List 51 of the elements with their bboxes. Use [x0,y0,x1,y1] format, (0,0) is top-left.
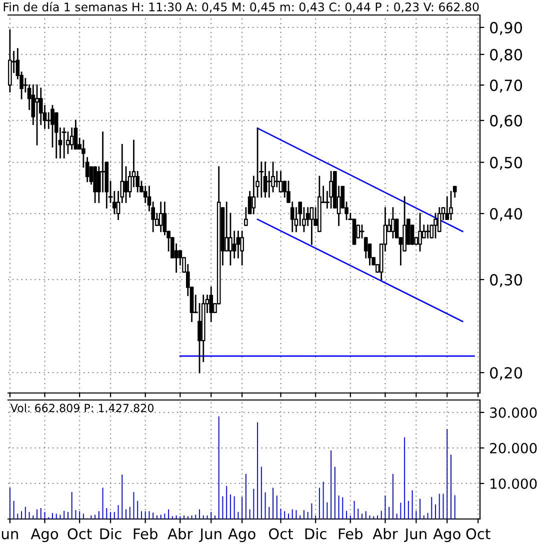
y-tick-label: 0,60 [490,114,522,128]
x-tick-label: Dic [100,528,122,540]
x-tick-label: Oct [268,528,294,540]
candlestick [266,170,272,198]
candlestick [310,207,314,245]
candlestick [329,170,333,209]
candlestick [228,212,232,266]
y-tick-label: 0,30 [490,274,522,288]
candlestick [224,202,228,252]
candlestick [66,132,70,154]
candlestick [418,212,422,252]
x-tick-label: Feb [338,528,363,540]
x-tick-label: Ago [30,528,58,542]
candlestick [198,303,202,374]
candlestick [35,84,39,146]
candlestick [70,128,74,150]
x-tick-label: Abr [372,528,398,540]
x-tick-label: Oct [68,528,92,540]
y-tick-label: 30.000 [490,407,537,418]
x-tick-label: Jun [404,528,426,542]
candlestick [62,128,66,158]
y-tick-label: 10.000 [490,478,537,489]
x-tick-label: Ago [228,528,256,542]
candlestick [278,170,283,192]
y-tick-label: 0,20 [490,367,522,380]
y-tick-label: 20.000 [490,442,537,454]
x-tick-label: Feb [134,528,158,540]
candlestick [158,202,163,232]
candlestick [240,230,244,266]
y-tick-label: 0,50 [490,156,522,170]
candlestick [46,112,51,129]
candlestick [263,162,268,198]
candlestick [434,212,438,238]
candlestick [74,120,78,150]
candlestick [391,207,395,238]
candlestick [209,286,214,322]
chart-title: Fin de día 1 semanas H: 11:30 A: 0,45 M: 0,45 m: 0,43 C: 0,44 P : 0,23 V: 662.80 [4,2,479,13]
x-tick-label: Oct [466,528,490,540]
chart-title: Vol: 662.809 P: 1.427.820 [10,404,154,412]
candlestick [232,230,236,258]
y-tick-label: 0,80 [490,48,522,62]
y-tick-label: 0,40 [490,208,522,222]
y-tick-label: 0,70 [490,80,522,93]
y-tick-label: 0,90 [490,22,522,35]
x-tick-label: un [2,530,18,540]
x-tick-label: Dic [305,528,326,540]
candlestick [236,230,240,258]
x-tick-label: Ago [433,528,460,542]
x-tick-label: Abr [168,528,193,540]
x-tick-label: Jun [198,528,222,542]
candlestick [124,166,128,204]
